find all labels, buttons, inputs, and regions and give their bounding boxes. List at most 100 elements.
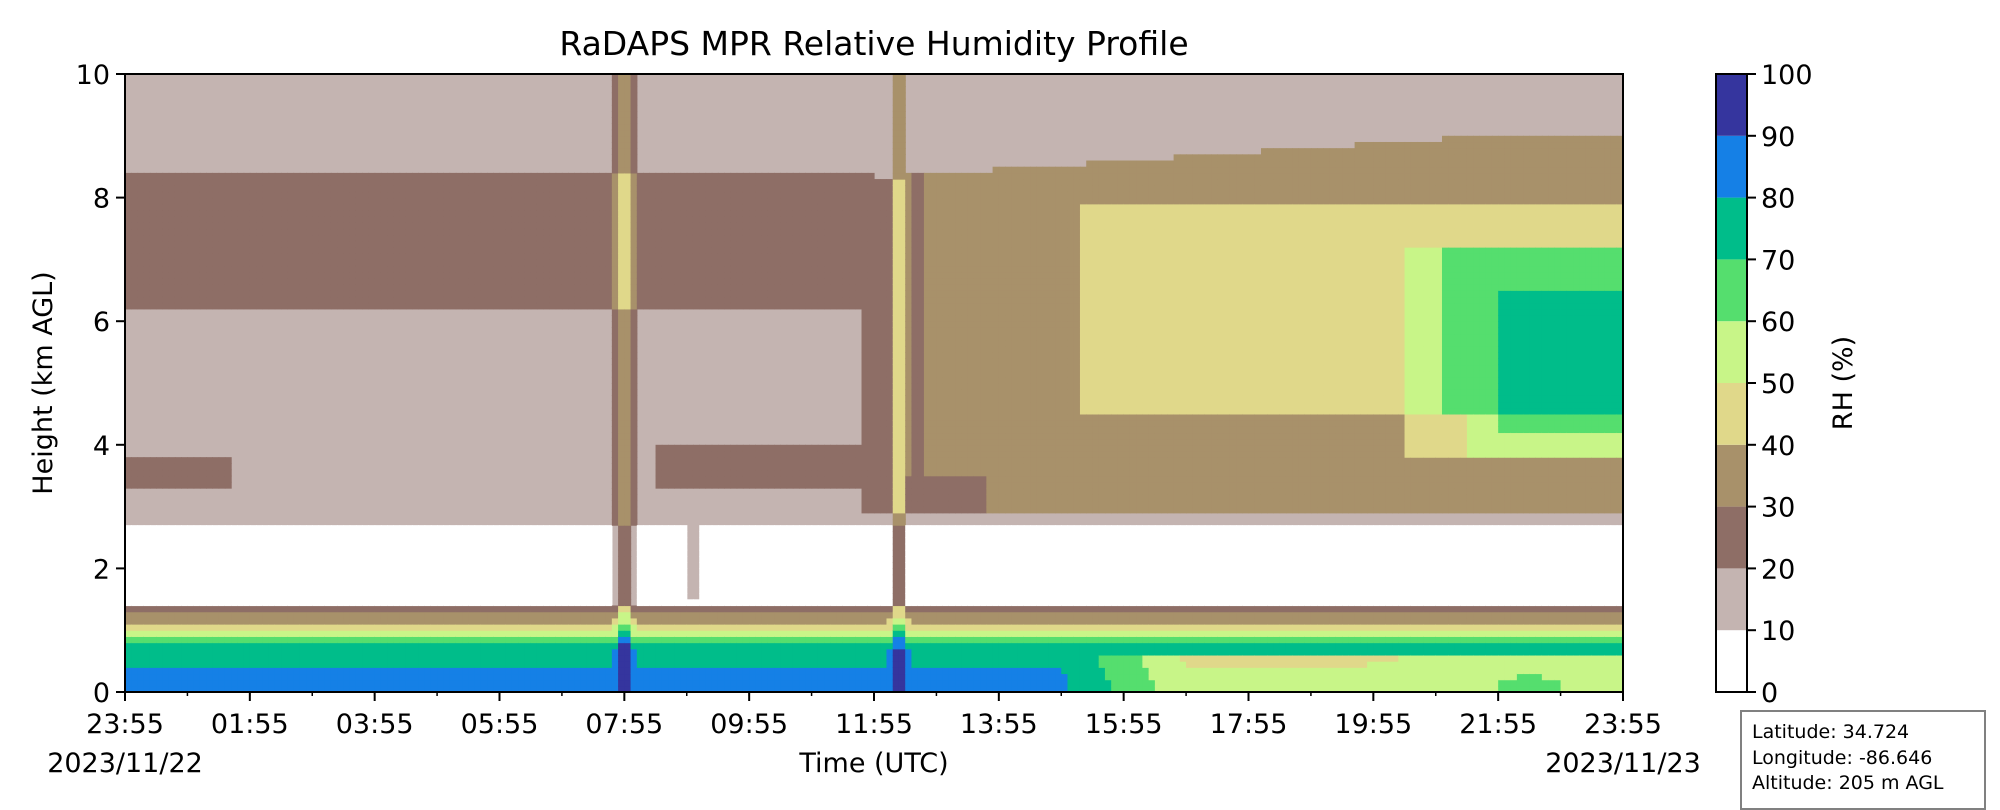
- rh-cell: [256, 271, 263, 279]
- rh-cell: [149, 469, 157, 477]
- rh-cell: [692, 605, 700, 613]
- rh-cell: [362, 296, 370, 304]
- rh-cell: [125, 636, 132, 644]
- rh-cell: [618, 654, 625, 662]
- rh-cell: [156, 543, 164, 551]
- rh-cell: [524, 685, 532, 692]
- rh-cell: [206, 172, 213, 180]
- rh-cell: [555, 216, 563, 223]
- rh-cell: [243, 296, 251, 304]
- rh-cell: [143, 457, 151, 464]
- rh-cell: [212, 259, 220, 267]
- rh-cell: [536, 568, 544, 576]
- rh-cell: [711, 228, 719, 236]
- rh-cell: [281, 685, 288, 692]
- rh-cell: [618, 636, 625, 644]
- rh-cell: [287, 265, 295, 273]
- rh-cell: [299, 543, 307, 551]
- rh-cell: [299, 586, 307, 594]
- rh-cell: [611, 247, 619, 254]
- rh-cell: [474, 259, 482, 267]
- rh-cell: [618, 407, 625, 415]
- rh-cell: [524, 593, 532, 600]
- rh-cell: [293, 216, 301, 223]
- rh-cell: [474, 185, 482, 193]
- rh-cell: [156, 525, 164, 532]
- rh-cell: [674, 222, 682, 230]
- rh-cell: [449, 685, 457, 692]
- rh-cell: [224, 586, 232, 594]
- rh-cell: [618, 648, 625, 656]
- rh-cell: [162, 654, 170, 662]
- rh-cell: [618, 92, 625, 100]
- rh-cell: [149, 636, 157, 644]
- rh-cell: [561, 296, 569, 304]
- rh-cell: [199, 685, 207, 692]
- rh-cell: [181, 265, 189, 273]
- rh-cell: [705, 216, 713, 223]
- rh-cell: [618, 98, 625, 106]
- rh-cell: [474, 543, 482, 551]
- rh-cell: [399, 253, 407, 260]
- rh-cell: [268, 580, 276, 588]
- rh-cell: [125, 191, 132, 199]
- rh-cell: [174, 642, 182, 650]
- rh-cell: [125, 481, 132, 489]
- rh-cell: [262, 599, 270, 607]
- rh-cell: [405, 191, 413, 199]
- rh-cell: [661, 586, 669, 594]
- rh-cell: [443, 673, 451, 681]
- rh-cell: [636, 265, 644, 273]
- rh-cell: [561, 531, 569, 539]
- rh-cell: [424, 630, 432, 637]
- rh-cell: [493, 593, 501, 600]
- rh-cell: [337, 642, 345, 650]
- rh-cell: [424, 617, 432, 625]
- rh-cell: [649, 216, 657, 223]
- rh-cell: [643, 290, 650, 298]
- rh-cell: [462, 197, 469, 205]
- rh-cell: [218, 543, 226, 551]
- rh-cell: [524, 667, 532, 675]
- rh-cell: [187, 228, 195, 236]
- rh-cell: [287, 234, 295, 242]
- rh-cell: [424, 247, 432, 254]
- rh-cell: [256, 216, 263, 223]
- rh-cell: [143, 685, 151, 692]
- rh-cell: [393, 624, 401, 631]
- rh-cell: [549, 642, 557, 650]
- rh-cell: [624, 401, 632, 409]
- rh-cell: [125, 277, 132, 285]
- rh-cell: [574, 302, 582, 310]
- rh-cell: [168, 586, 176, 594]
- rh-cell: [355, 240, 363, 248]
- rh-cell: [580, 661, 588, 668]
- rh-cell: [187, 605, 195, 613]
- rh-cell: [630, 383, 638, 390]
- rh-cell: [274, 253, 282, 260]
- rh-cell: [281, 240, 288, 248]
- rh-cell: [499, 679, 507, 687]
- rh-cell: [680, 271, 688, 279]
- rh-cell: [574, 172, 582, 180]
- rh-cell: [187, 284, 195, 291]
- rh-cell: [262, 240, 270, 248]
- rh-cell: [711, 599, 719, 607]
- rh-cell: [187, 636, 195, 644]
- rh-cell: [149, 568, 157, 576]
- rh-cell: [717, 661, 725, 668]
- rh-cell: [468, 172, 476, 180]
- rh-cell: [624, 611, 632, 619]
- rh-cell: [611, 469, 619, 477]
- rh-cell: [543, 537, 551, 545]
- rh-cell: [143, 543, 151, 551]
- rh-cell: [655, 234, 663, 242]
- rh-cell: [293, 630, 301, 637]
- rh-cell: [599, 586, 607, 594]
- rh-cell: [493, 179, 501, 186]
- rh-cell: [487, 617, 494, 625]
- rh-cell: [268, 574, 276, 582]
- rh-cell: [399, 611, 407, 619]
- rh-cell: [355, 611, 363, 619]
- rh-cell: [580, 679, 588, 687]
